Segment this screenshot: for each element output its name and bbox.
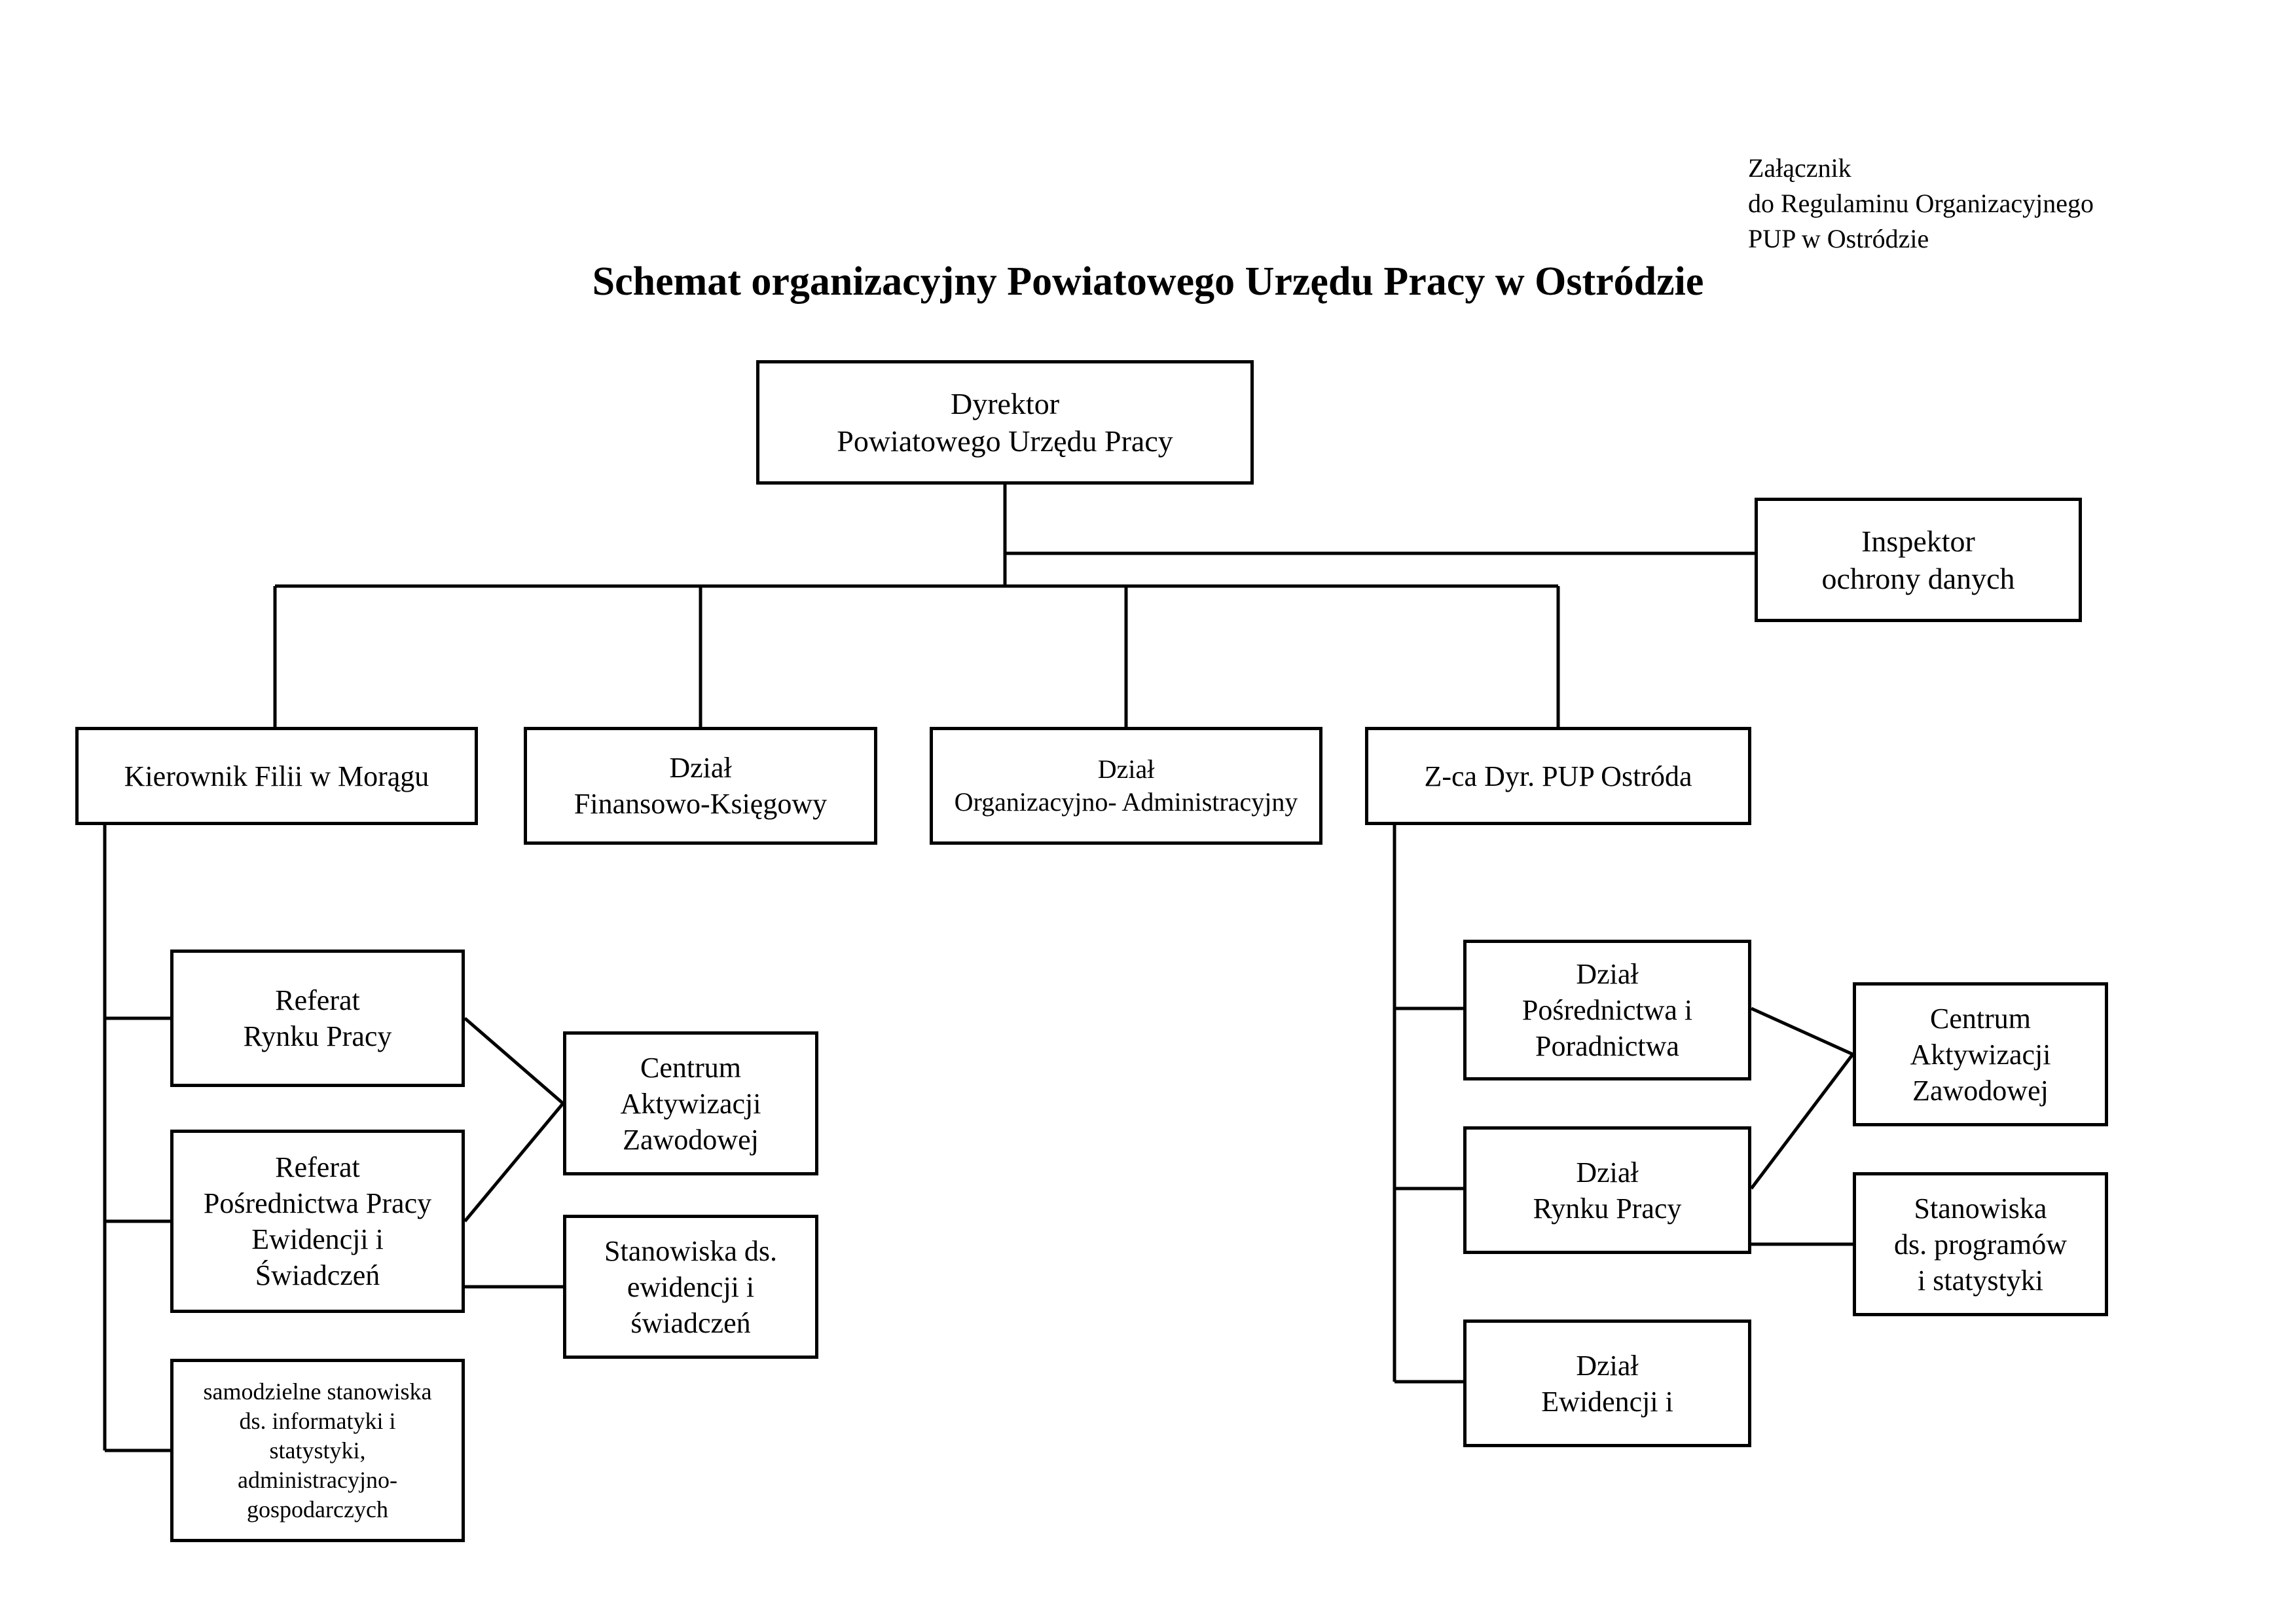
node-stan-ewid-l1: Stanowiska ds. [604,1235,777,1267]
node-samodz-l5: gospodarczych [247,1496,388,1522]
node-referat-posrednictwa: Referat Pośrednictwa Pracy Ewidencji i Ś… [170,1130,465,1313]
node-dz-ewid-l2: Ewidencji i [1541,1386,1673,1418]
node-samodzielne-stanowiska: samodzielne stanowiska ds. informatyki i… [170,1359,465,1542]
node-referat-posrednictwa-l1: Referat [275,1151,359,1183]
node-inspector: Inspektor ochrony danych [1755,498,2082,622]
node-referat-posrednictwa-l2: Pośrednictwa Pracy [204,1187,431,1219]
node-dz-posr-l2: Pośrednictwa i [1522,994,1692,1026]
node-director-l2: Powiatowego Urzędu Pracy [837,424,1173,458]
node-inspector-l2: ochrony danych [1821,562,2014,595]
node-caz-left-l2: Aktywizacji [620,1088,761,1120]
node-samodz-l4: administracyjno- [238,1467,397,1493]
node-dzial-posrednictwa: Dział Pośrednictwa i Poradnictwa [1463,940,1751,1080]
node-caz-right-l3: Zawodowej [1912,1075,2049,1107]
annex-line-2: do Regulaminu Organizacyjnego [1748,189,2094,218]
node-branch-head: Kierownik Filii w Morągu [75,727,478,825]
node-referat-rynku-l1: Referat [275,984,359,1016]
node-caz-left: Centrum Aktywizacji Zawodowej [563,1031,818,1175]
node-director: Dyrektor Powiatowego Urzędu Pracy [756,360,1254,485]
node-stanowiska-ewidencji: Stanowiska ds. ewidencji i świadczeń [563,1215,818,1359]
node-dz-rynku-l1: Dział [1576,1156,1638,1189]
node-caz-left-l3: Zawodowej [623,1124,759,1156]
node-referat-rynku: Referat Rynku Pracy [170,950,465,1087]
node-stan-ewid-l3: świadczeń [630,1307,750,1339]
node-samodz-l1: samodzielne stanowiska [204,1378,432,1405]
node-caz-right-l2: Aktywizacji [1910,1039,2050,1071]
node-samodz-l3: statystyki, [269,1437,365,1464]
node-dz-posr-l1: Dział [1576,958,1638,990]
node-referat-rynku-l2: Rynku Pracy [244,1020,392,1052]
node-stan-ewid-l2: ewidencji i [627,1271,754,1303]
page-title: Schemat organizacyjny Powiatowego Urzędu… [0,259,2296,305]
node-finance: Dział Finansowo-Księgowy [524,727,877,845]
node-stan-prog-l2: ds. programów [1894,1228,2067,1261]
node-finance-l2: Finansowo-Księgowy [574,788,827,820]
node-branch-head-label: Kierownik Filii w Morągu [124,758,429,794]
node-caz-left-l1: Centrum [640,1052,741,1084]
node-orgadmin: Dział Organizacyjno- Administracyjny [930,727,1322,845]
node-finance-l1: Dział [669,752,731,784]
node-deputy-label: Z-ca Dyr. PUP Ostróda [1425,758,1692,794]
annex-line-1: Załącznik [1748,153,1851,183]
node-dz-ewid-l1: Dział [1576,1350,1638,1382]
node-samodz-l2: ds. informatyki i [240,1408,396,1434]
node-referat-posrednictwa-l4: Świadczeń [255,1259,380,1291]
node-orgadmin-l1: Dział [1098,754,1155,784]
org-chart-page: Załącznik do Regulaminu Organizacyjnego … [0,0,2296,1624]
node-director-l1: Dyrektor [951,387,1059,420]
node-dz-posr-l3: Poradnictwa [1535,1030,1679,1062]
node-stanowiska-programow: Stanowiska ds. programów i statystyki [1853,1172,2108,1316]
node-caz-right: Centrum Aktywizacji Zawodowej [1853,982,2108,1126]
annex-line-3: PUP w Ostródzie [1748,224,1929,253]
node-deputy: Z-ca Dyr. PUP Ostróda [1365,727,1751,825]
node-stan-prog-l3: i statystyki [1918,1264,2043,1297]
annex-note: Załącznik do Regulaminu Organizacyjnego … [1748,151,2094,257]
node-dz-rynku-l2: Rynku Pracy [1533,1192,1682,1225]
node-orgadmin-l2: Organizacyjno- Administracyjny [955,787,1298,817]
node-stan-prog-l1: Stanowiska [1914,1192,2047,1225]
node-caz-right-l1: Centrum [1930,1003,2031,1035]
node-dzial-ewidencji: Dział Ewidencji i [1463,1320,1751,1447]
node-dzial-rynku: Dział Rynku Pracy [1463,1126,1751,1254]
node-inspector-l1: Inspektor [1861,525,1975,558]
node-referat-posrednictwa-l3: Ewidencji i [251,1223,384,1255]
